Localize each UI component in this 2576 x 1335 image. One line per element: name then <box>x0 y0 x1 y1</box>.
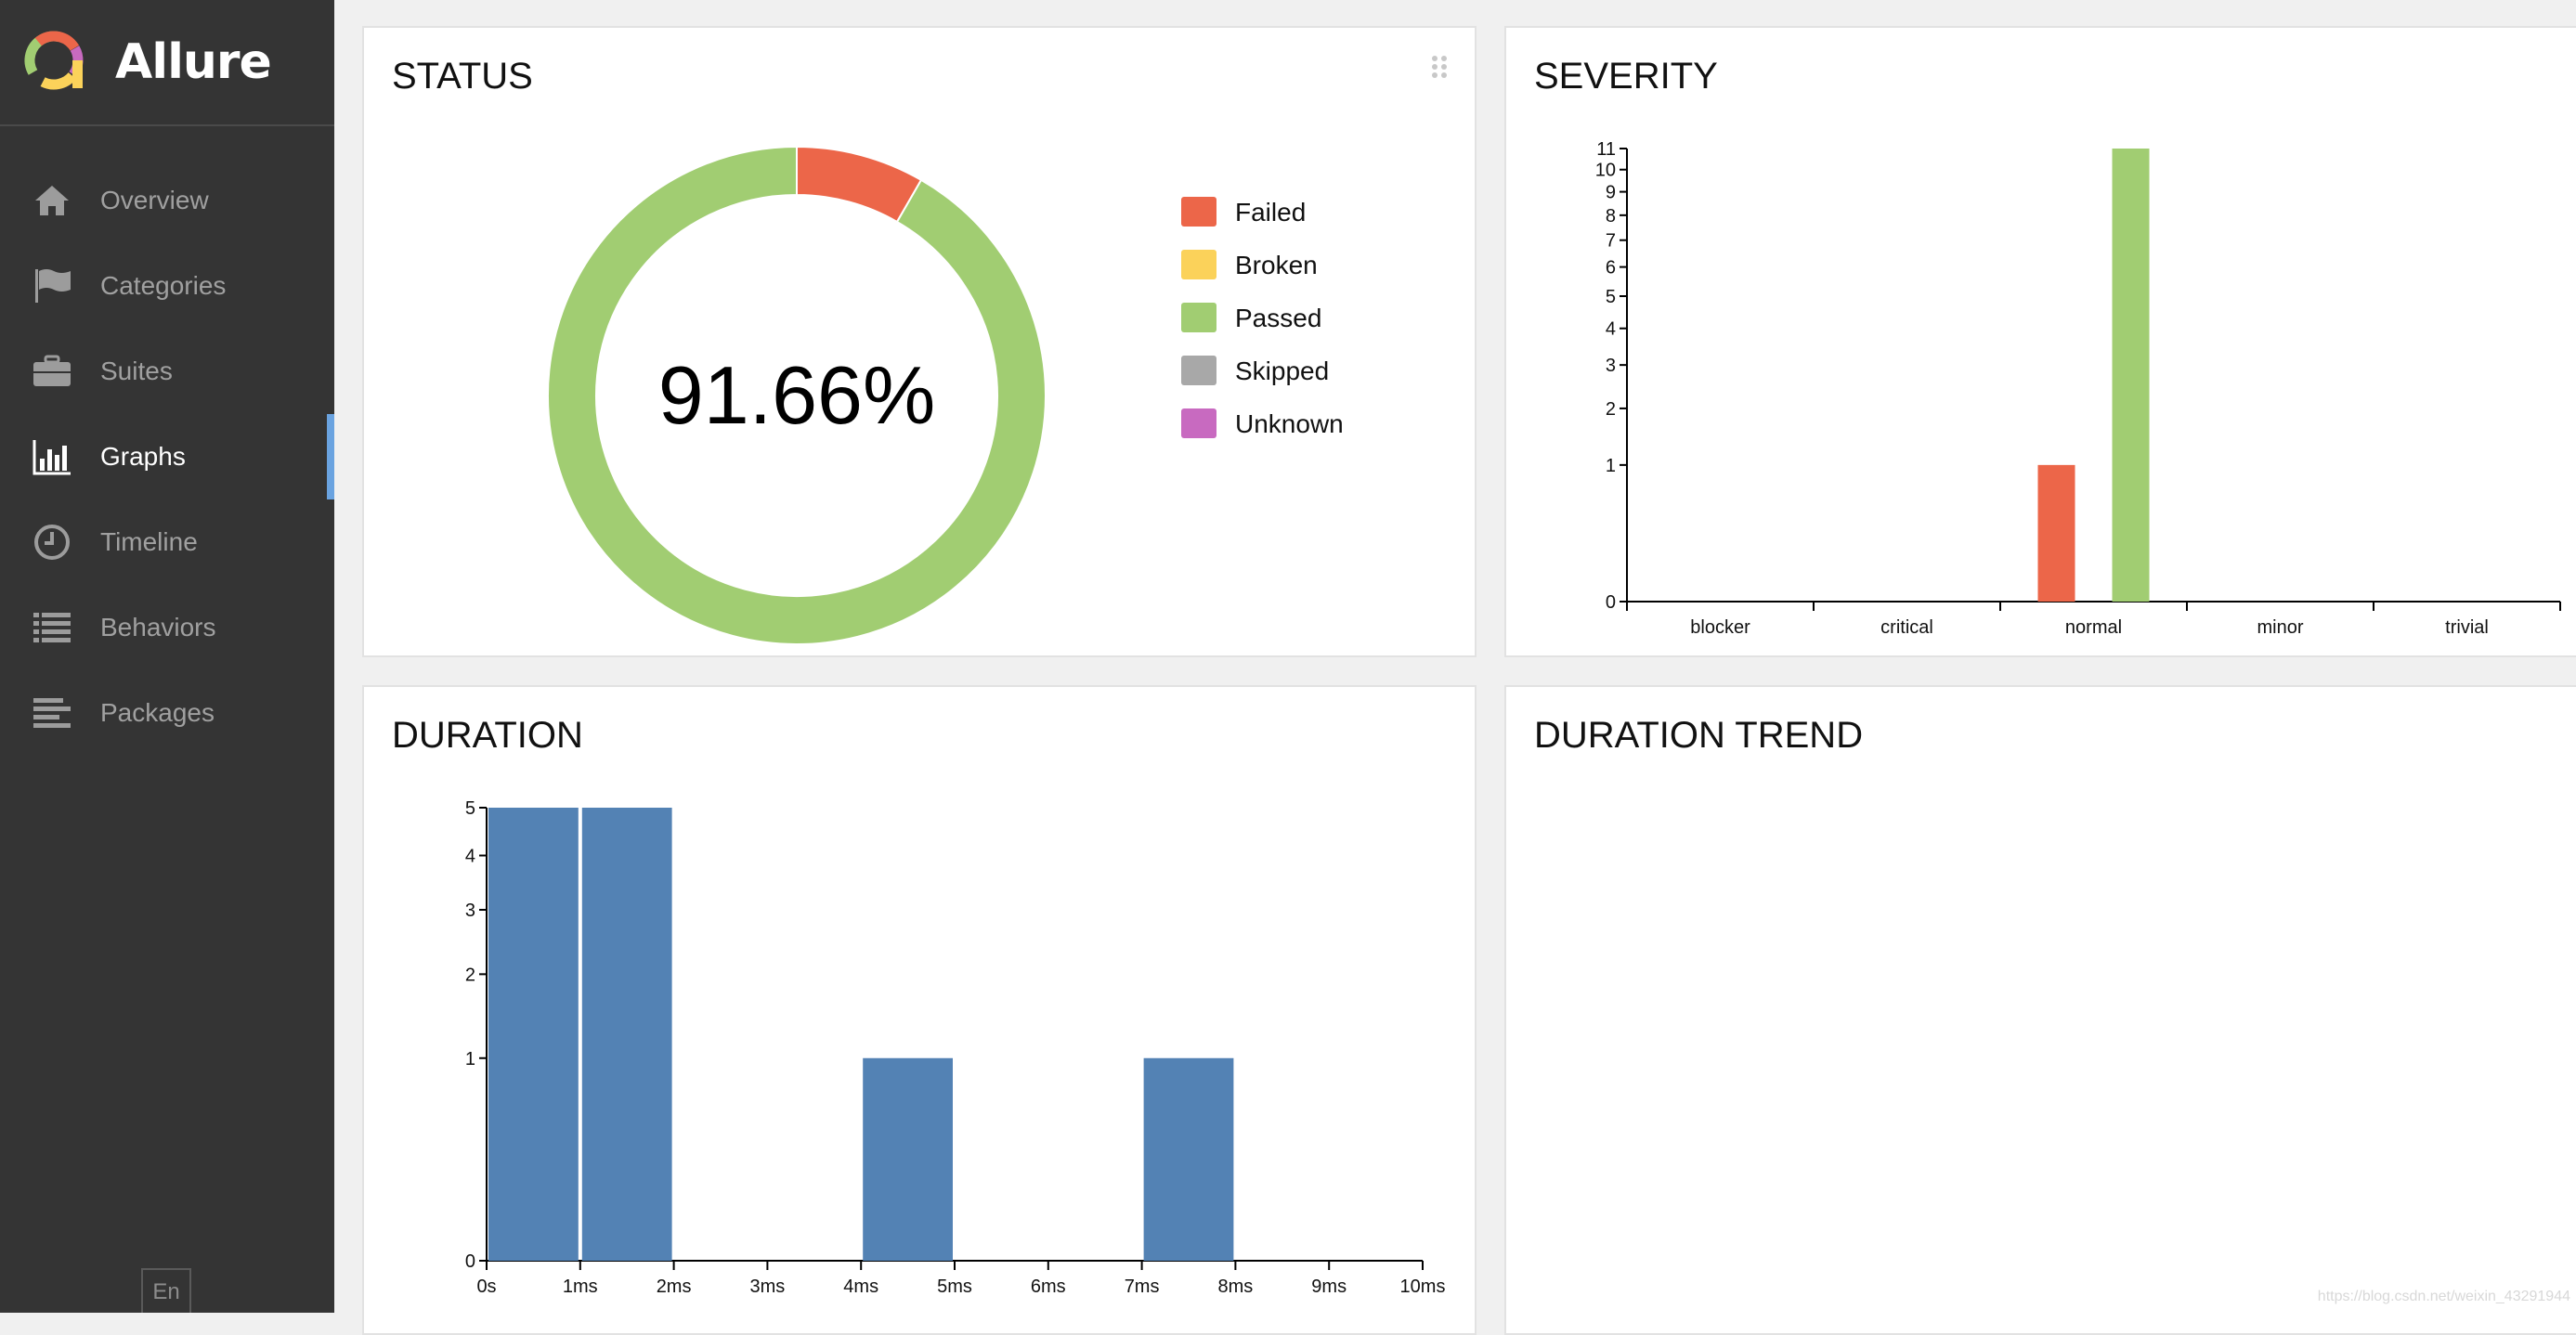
briefcase-icon <box>32 351 72 392</box>
duration-trend-title: DURATION TREND <box>1534 715 1864 756</box>
sidebar-item-overview[interactable]: Overview <box>0 158 334 243</box>
sidebar-item-label: Graphs <box>100 442 186 471</box>
flag-icon <box>32 266 72 306</box>
x-tick-label: 6ms <box>1031 1277 1066 1297</box>
legend-swatch-passed <box>1181 303 1216 332</box>
status-panel: STATUS 91.66% Failed Broken Passed Skipped Un… <box>362 26 1477 657</box>
severity-bar-normal-passed <box>2112 149 2150 602</box>
duration-trend-panel: DURATION TREND <box>1504 685 2576 1335</box>
x-tick-label: 9ms <box>1311 1277 1347 1297</box>
severity-title: SEVERITY <box>1534 56 1718 97</box>
y-tick-label: 10 <box>1595 161 1616 181</box>
y-tick-label: 4 <box>465 847 475 867</box>
x-tick-label: 8ms <box>1218 1277 1254 1297</box>
y-tick-label: 5 <box>1606 287 1616 307</box>
x-tick-label: 0s <box>476 1277 496 1297</box>
legend-label-skipped: Skipped <box>1235 356 1329 385</box>
status-title: STATUS <box>392 56 533 97</box>
x-tick-label-trivial: trivial <box>2445 617 2489 638</box>
legend-label-failed: Failed <box>1235 198 1306 227</box>
x-tick-label: 7ms <box>1125 1277 1160 1297</box>
brand[interactable]: Allure <box>0 0 334 126</box>
allure-logo-icon <box>24 31 84 90</box>
donut-slice-passed <box>547 145 1047 645</box>
drag-handle-icon[interactable] <box>1430 54 1449 80</box>
legend-label-broken: Broken <box>1235 251 1318 279</box>
sidebar-item-suites[interactable]: Suites <box>0 329 334 414</box>
y-tick-label: 4 <box>1606 319 1616 340</box>
x-tick-label: 10ms <box>1400 1277 1446 1297</box>
align-left-icon <box>32 693 72 733</box>
duration-chart: 0 1 2 3 4 5 0s 1ms 2ms 3ms 4ms 5ms 6ms 7ms 8ms 9ms 10ms <box>465 798 1446 1297</box>
legend-swatch-broken <box>1181 250 1216 279</box>
sidebar-item-categories[interactable]: Categories <box>0 243 334 329</box>
y-tick-label: 1 <box>1606 456 1616 476</box>
sidebar-item-graphs[interactable]: Graphs <box>0 414 334 499</box>
x-tick-label: 3ms <box>750 1277 786 1297</box>
clock-icon <box>32 522 72 563</box>
x-tick-label: 5ms <box>937 1277 972 1297</box>
y-tick-label: 3 <box>1606 356 1616 376</box>
y-tick-label: 7 <box>1606 231 1616 252</box>
severity-bar-normal-failed <box>2037 464 2075 602</box>
sidebar-item-timeline[interactable]: Timeline <box>0 499 334 585</box>
y-tick-label: 6 <box>1606 258 1616 279</box>
list-icon <box>32 607 72 648</box>
sidebar-item-behaviors[interactable]: Behaviors <box>0 585 334 670</box>
duration-bar-7-8 <box>1143 1057 1234 1261</box>
x-tick-label: 4ms <box>843 1277 878 1297</box>
y-tick-label: 8 <box>1606 206 1616 227</box>
x-tick-label: 2ms <box>657 1277 692 1297</box>
status-chart: 91.66% Failed Broken Passed Skipped Unknown <box>547 145 1344 645</box>
duration-title: DURATION <box>392 715 583 756</box>
sidebar-item-label: Behaviors <box>100 613 216 642</box>
x-tick-label-normal: normal <box>2065 617 2122 638</box>
sidebar-item-label: Packages <box>100 698 215 727</box>
legend-swatch-skipped <box>1181 356 1216 385</box>
duration-bar-0-1 <box>488 808 579 1261</box>
sidebar-item-label: Suites <box>100 356 173 385</box>
sidebar-item-label: Overview <box>100 186 209 214</box>
sidebar-item-packages[interactable]: Packages <box>0 670 334 756</box>
duration-bar-4-5 <box>863 1057 953 1261</box>
y-tick-label: 0 <box>1606 592 1616 613</box>
y-tick-label: 2 <box>1606 399 1616 420</box>
y-tick-label: 2 <box>465 965 475 985</box>
home-icon <box>32 180 72 221</box>
x-tick-label-critical: critical <box>1880 617 1933 638</box>
duration-bar-1-2 <box>581 808 672 1261</box>
sidebar-item-label: Timeline <box>100 527 198 556</box>
legend-swatch-unknown <box>1181 408 1216 438</box>
legend-label-unknown: Unknown <box>1235 409 1344 438</box>
duration-panel: DURATION 0 1 2 3 4 5 0s 1ms 2ms 3ms 4ms 5ms 6ms 7ms 8m… <box>362 685 1477 1335</box>
sidebar: Allure Overview Categories Suites Graphs <box>0 0 334 1313</box>
y-tick-label: 5 <box>465 798 475 819</box>
x-tick-label: 1ms <box>563 1277 598 1297</box>
legend-swatch-failed <box>1181 197 1216 227</box>
sidebar-item-label: Categories <box>100 271 227 300</box>
y-tick-label: 0 <box>465 1251 475 1272</box>
bar-chart-icon <box>32 436 72 477</box>
legend-label-passed: Passed <box>1235 304 1321 332</box>
x-tick-label-blocker: blocker <box>1690 617 1750 638</box>
x-tick-label-minor: minor <box>2257 617 2303 638</box>
watermark: https://blog.csdn.net/weixin_43291944 <box>2317 1289 2570 1304</box>
y-tick-label: 9 <box>1606 183 1616 203</box>
language-switch-button[interactable]: En <box>141 1268 191 1313</box>
severity-panel: SEVERITY 0 1 2 3 4 5 6 7 8 9 10 11 blocker critical no… <box>1504 26 2576 657</box>
y-tick-label: 1 <box>465 1049 475 1069</box>
y-tick-label: 3 <box>465 901 475 921</box>
sidebar-nav: Overview Categories Suites Graphs Timeli… <box>0 158 334 756</box>
status-percentage: 91.66% <box>658 349 935 441</box>
y-tick-label: 11 <box>1596 139 1616 160</box>
app-title: Allure <box>115 34 272 90</box>
